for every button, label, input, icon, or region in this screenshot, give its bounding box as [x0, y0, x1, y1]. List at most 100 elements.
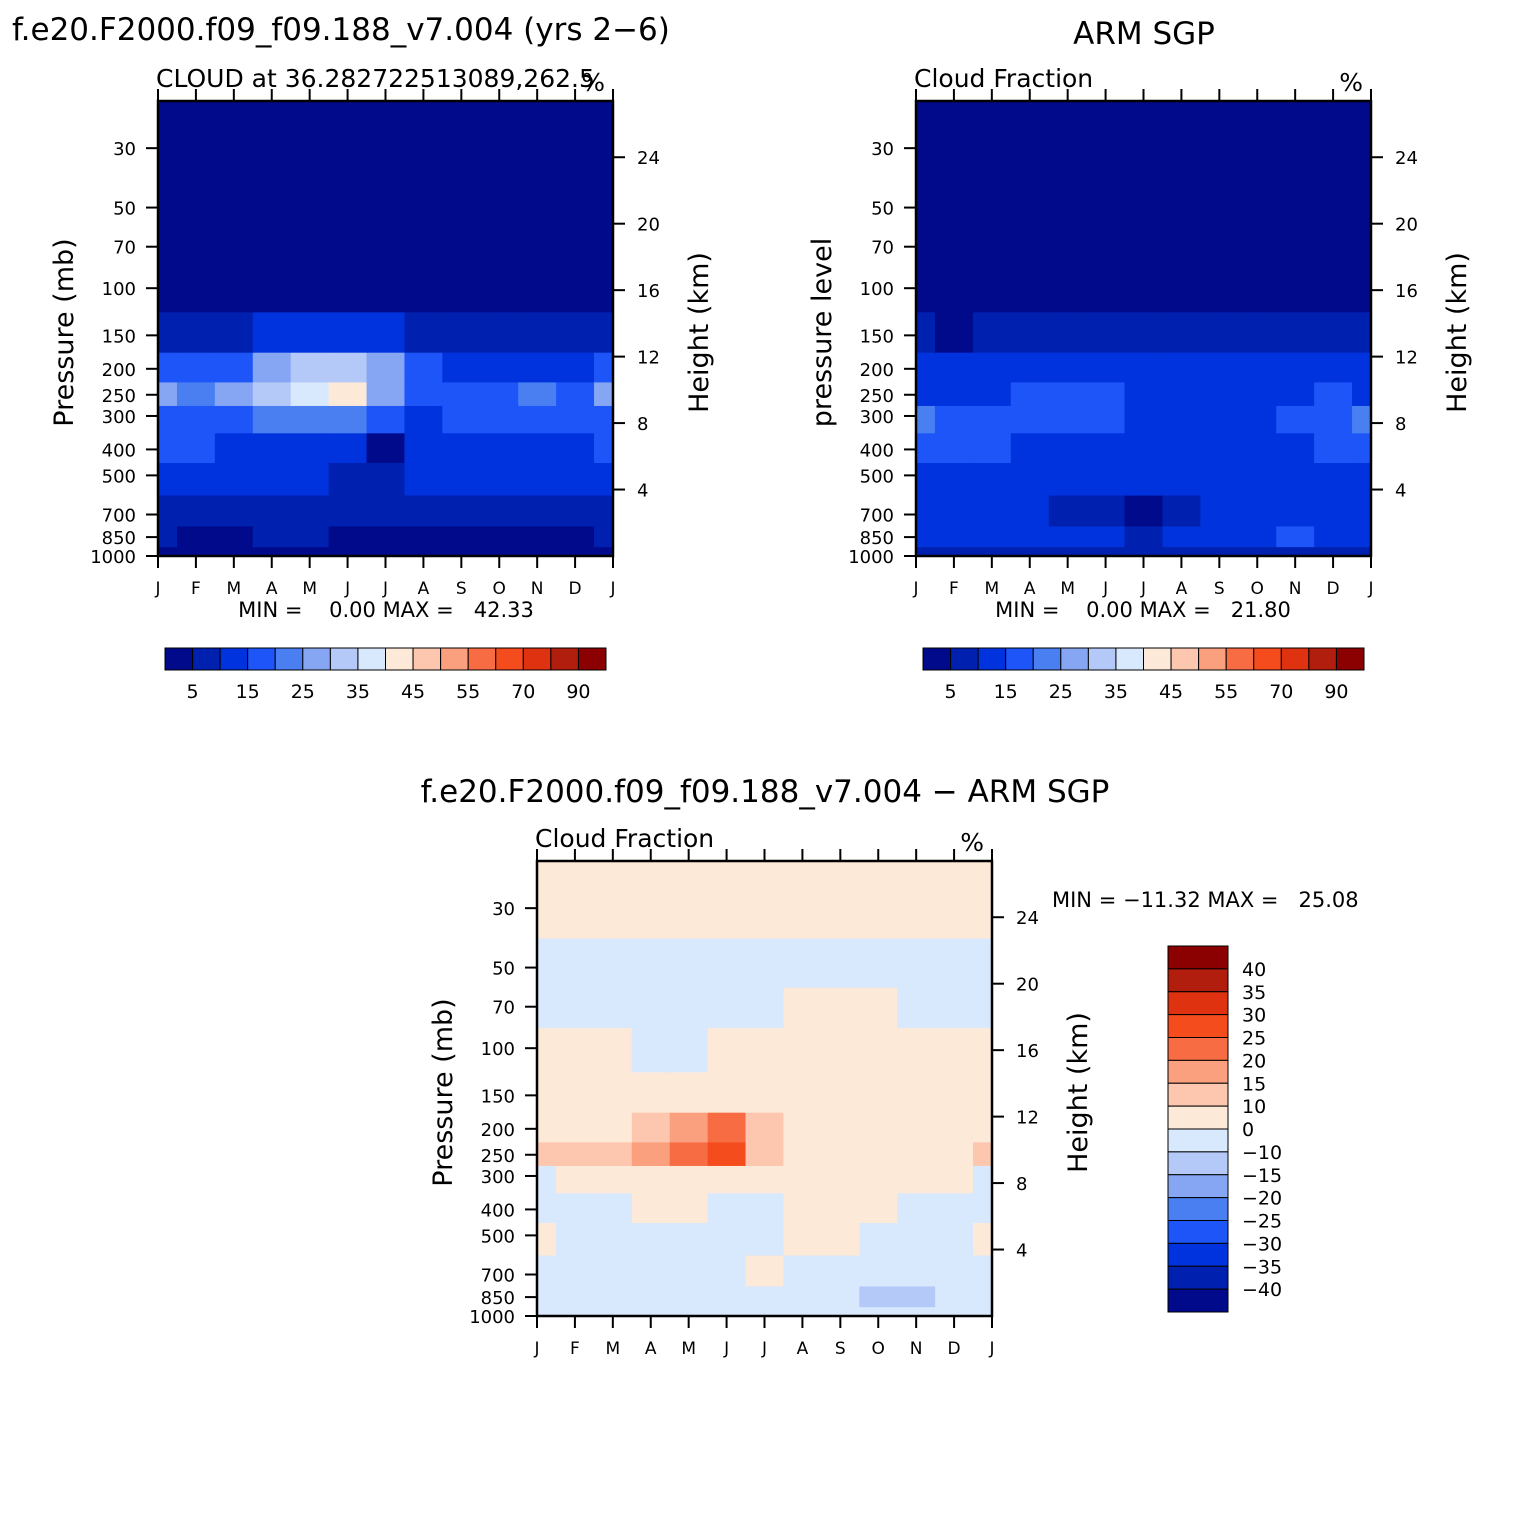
model-x-tick-label: J [382, 579, 388, 599]
model-x-tick-label: J [154, 579, 160, 599]
obs-y-tick-label: 30 [871, 139, 894, 160]
diff-colorbar-label: 35 [1242, 982, 1266, 1004]
obs-ylabel-right: Height (km) [1442, 252, 1473, 413]
model-cell [176, 227, 216, 269]
model-subtitle-right: % [581, 68, 605, 97]
obs-cell [1276, 462, 1315, 496]
obs-ylabel-left: pressure level [807, 238, 838, 427]
diff-ylabel-left: Pressure (mb) [428, 998, 459, 1186]
obs-cell [1162, 405, 1201, 434]
model-cell [158, 227, 178, 269]
obs-cell [1010, 432, 1050, 464]
model-x-tick-label: O [493, 579, 506, 599]
diff-cell [783, 1306, 822, 1317]
model-colorbar: 5 15 25 35 45 55 70 90 [164, 647, 607, 703]
diff-colorbar-box [1167, 1288, 1229, 1313]
model-cell [252, 352, 292, 383]
diff-cell [593, 1141, 633, 1166]
diff-colorbar-box [1167, 1037, 1229, 1061]
obs-cell [972, 267, 1012, 313]
diff-cell [555, 1071, 595, 1113]
model-cell [556, 352, 595, 383]
model-cell [404, 462, 443, 496]
model-cell [158, 101, 178, 179]
model-colorbar-box [522, 647, 552, 671]
obs-colorbar-label: 55 [1214, 681, 1238, 703]
obs-cell [1200, 311, 1239, 353]
model-cell [404, 267, 443, 313]
diff-cell [935, 1112, 974, 1143]
obs-y-axis-right: 24 20 16 12 8 4 [1371, 148, 1418, 502]
model-cell [366, 381, 406, 406]
diff-cell [593, 1285, 633, 1308]
obs-cell [1048, 352, 1088, 383]
obs-cell [1010, 101, 1050, 179]
diff-cell [631, 1285, 671, 1308]
model-cell [480, 405, 519, 434]
model-height-tick-label: 20 [637, 215, 660, 236]
obs-cell [1086, 546, 1126, 557]
obs-cell [1124, 462, 1164, 496]
model-x-tick-label: S [456, 579, 467, 599]
obs-cell [1314, 267, 1353, 313]
model-cell [328, 381, 368, 406]
model-cell [366, 462, 406, 496]
diff-cell [935, 861, 974, 939]
model-cell [290, 227, 330, 269]
model-cell [594, 101, 614, 179]
diff-cell [593, 1254, 633, 1287]
obs-cell [1086, 352, 1126, 383]
model-cell [176, 267, 216, 313]
diff-cell [631, 1141, 671, 1166]
obs-cell [916, 352, 936, 383]
obs-cell [1124, 227, 1164, 269]
obs-cell [934, 227, 974, 269]
diff-cell [973, 1165, 993, 1194]
diff-cell [935, 1165, 974, 1194]
diff-cell [783, 1222, 822, 1256]
model-cell [442, 227, 481, 269]
diff-x-tick-label: F [570, 1339, 580, 1359]
diff-cell [859, 1027, 898, 1073]
model-cell [404, 177, 443, 228]
model-subtitle-left: CLOUD at 36.282722513089,262.5 [156, 64, 595, 93]
model-colorbar-label: 25 [291, 681, 315, 703]
diff-cell [821, 1306, 860, 1317]
model-y-tick-label: 30 [113, 139, 136, 160]
diff-cell [745, 861, 785, 939]
model-cell [518, 177, 557, 228]
diff-cell [593, 987, 633, 1029]
model-cell [252, 405, 292, 434]
model-height-tick-label: 16 [637, 281, 660, 302]
diff-cell [935, 1141, 974, 1166]
model-x-tick-label: J [609, 579, 615, 599]
model-cell [480, 546, 519, 557]
diff-cell [935, 1222, 974, 1256]
obs-cell [1276, 546, 1315, 557]
obs-cell [1200, 432, 1239, 464]
model-colorbar-label: 90 [566, 681, 590, 703]
obs-cell [1276, 267, 1315, 313]
obs-cell [916, 227, 936, 269]
model-cell [328, 462, 368, 496]
obs-cell [1124, 525, 1164, 548]
diff-cell [821, 1222, 860, 1256]
obs-cell [1238, 101, 1277, 179]
obs-cell [1010, 525, 1050, 548]
diff-cell [669, 1165, 709, 1194]
diff-cell [935, 1071, 974, 1113]
model-cell [480, 311, 519, 353]
obs-cell [916, 546, 936, 557]
diff-height-tick-label: 4 [1016, 1241, 1027, 1262]
obs-cell [1010, 267, 1050, 313]
diff-cell [631, 987, 671, 1029]
model-cell [518, 267, 557, 313]
diff-height-tick-label: 24 [1016, 908, 1039, 929]
model-cell [480, 525, 519, 548]
obs-cell [1048, 405, 1088, 434]
obs-cell [1086, 381, 1126, 406]
model-cell [404, 525, 443, 548]
model-cell [176, 381, 216, 406]
